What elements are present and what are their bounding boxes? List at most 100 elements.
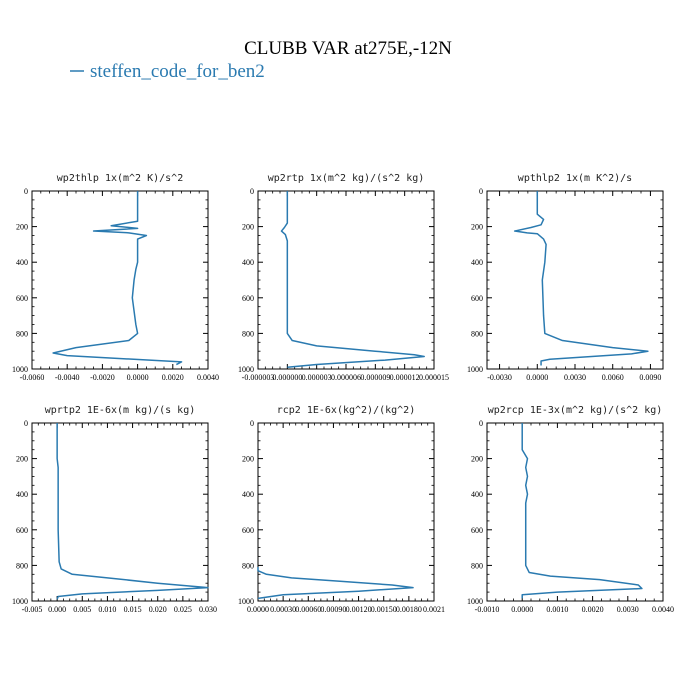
x-tick-label: 0.00150 bbox=[371, 605, 397, 614]
panels-group: wp2thlp 1x(m^2 K)/s^202004006008001000-0… bbox=[12, 173, 674, 614]
panel-title: wp2thlp 1x(m^2 K)/s^2 bbox=[57, 173, 183, 184]
y-tick-label: 800 bbox=[471, 561, 483, 570]
panel-5: rcp2 1E-6x(kg^2)/(kg^2) 0 200 400 600 800 1000… bbox=[238, 405, 445, 614]
x-tick-label: 0.0030 bbox=[617, 605, 639, 614]
x-tick-label: 0.0000 bbox=[247, 605, 269, 614]
x-tick-label: 0.00030 bbox=[270, 605, 296, 614]
x-tick-label: 0.000015 bbox=[419, 373, 449, 382]
x-tick-label: 0.0060 bbox=[602, 373, 624, 382]
y-tick-label: 0 bbox=[479, 419, 483, 428]
y-tick-label: 600 bbox=[242, 526, 254, 535]
y-tick-label: 1000 bbox=[12, 365, 28, 374]
x-tick-label: 0.0090 bbox=[639, 373, 661, 382]
x-tick-label: 0.00180 bbox=[396, 605, 422, 614]
x-tick-label: -0.0060 bbox=[20, 373, 45, 382]
x-tick-label: -0.0010 bbox=[475, 605, 500, 614]
panel-1: wp2thlp 1x(m^2 K)/s^202004006008001000-0… bbox=[12, 173, 219, 382]
series-line bbox=[257, 567, 414, 600]
figure-title: CLUBB VAR at275E,-12N bbox=[244, 38, 452, 59]
y-tick-label: 0 bbox=[250, 419, 254, 428]
x-tick-label: 0.000006 bbox=[331, 373, 361, 382]
y-tick-label: 200 bbox=[242, 455, 254, 464]
panel-4: wprtp2 1E-6x(m kg)/(s kg) 0 200 400 600 800 10… bbox=[12, 405, 217, 614]
y-tick-label: 200 bbox=[471, 455, 483, 464]
x-tick-label: 0.000012 bbox=[390, 373, 420, 382]
x-tick-label: 0.0040 bbox=[652, 605, 674, 614]
y-tick-label: 400 bbox=[242, 490, 254, 499]
x-tick-label: 0.0020 bbox=[582, 605, 604, 614]
y-tick-label: 200 bbox=[471, 223, 483, 232]
x-tick-label: 0.0030 bbox=[564, 373, 586, 382]
x-tick-label: 0.000009 bbox=[360, 373, 390, 382]
legend: steffen_code_for_ben2 bbox=[70, 61, 265, 82]
y-tick-label: 600 bbox=[16, 526, 28, 535]
panel-title: wprtp2 1E-6x(m kg)/(s kg) bbox=[45, 405, 196, 416]
y-tick-label: 1000 bbox=[467, 365, 483, 374]
y-tick-label: 0 bbox=[24, 187, 28, 196]
x-tick-label: 0.020 bbox=[149, 605, 167, 614]
panel-2: wp2rtp 1x(m^2 kg)/(s^2 kg) 0 200 400 600 800 1… bbox=[238, 173, 449, 382]
x-tick-label: 0.0000 bbox=[511, 605, 533, 614]
x-tick-label: -0.0020 bbox=[90, 373, 115, 382]
x-tick-label: 0.015 bbox=[124, 605, 142, 614]
x-tick-label: 0.0040 bbox=[197, 373, 219, 382]
x-tick-label: 0.025 bbox=[174, 605, 192, 614]
y-tick-label: 800 bbox=[242, 329, 254, 338]
x-tick-label: 0.010 bbox=[98, 605, 116, 614]
y-tick-label: 800 bbox=[471, 329, 483, 338]
y-tick-label: 1000 bbox=[238, 365, 254, 374]
panel-6: wp2rcp 1E-3x(m^2 kg)/(s^2 kg) 0 200 400 600 8… bbox=[467, 405, 674, 614]
series-line bbox=[280, 191, 425, 368]
y-tick-label: 0 bbox=[24, 419, 28, 428]
x-tick-label: -0.0040 bbox=[55, 373, 80, 382]
series-line bbox=[513, 191, 649, 366]
x-tick-label: -0.0030 bbox=[487, 373, 512, 382]
y-tick-label: 200 bbox=[16, 455, 28, 464]
panel-title: wp2rtp 1x(m^2 kg)/(s^2 kg) bbox=[268, 173, 425, 184]
x-tick-label: 0.0020 bbox=[162, 373, 184, 382]
x-tick-label: 0.0021 bbox=[423, 605, 445, 614]
x-tick-label: -0.005 bbox=[22, 605, 43, 614]
y-tick-label: 800 bbox=[16, 329, 28, 338]
x-tick-label: -0.000003 bbox=[242, 373, 275, 382]
x-tick-label: 0.000003 bbox=[302, 373, 332, 382]
plot-frame bbox=[486, 422, 664, 602]
y-tick-label: 600 bbox=[242, 294, 254, 303]
x-tick-label: 0.0000 bbox=[127, 373, 149, 382]
y-tick-label: 600 bbox=[471, 526, 483, 535]
y-tick-label: 0 bbox=[250, 187, 254, 196]
y-tick-label: 800 bbox=[242, 561, 254, 570]
y-tick-label: 200 bbox=[16, 223, 28, 232]
series-line bbox=[521, 423, 643, 599]
x-tick-label: 0.00120 bbox=[346, 605, 372, 614]
y-tick-label: 400 bbox=[242, 258, 254, 267]
y-tick-label: 1000 bbox=[12, 597, 28, 606]
y-tick-label: 0 bbox=[479, 187, 483, 196]
y-tick-label: 800 bbox=[16, 561, 28, 570]
x-tick-label: 0.00060 bbox=[295, 605, 321, 614]
x-tick-label: 0.0010 bbox=[546, 605, 568, 614]
x-tick-label: 0.030 bbox=[199, 605, 217, 614]
legend-label: steffen_code_for_ben2 bbox=[90, 61, 265, 82]
y-tick-label: 1000 bbox=[238, 597, 254, 606]
y-tick-label: 400 bbox=[16, 258, 28, 267]
panel-3: wpthlp2 1x(m K^2)/s 0 200 400 600 800 1000 -0.0… bbox=[467, 173, 664, 382]
panel-title: rcp2 1E-6x(kg^2)/(kg^2) bbox=[277, 405, 415, 416]
x-tick-label: 0.000 bbox=[48, 605, 66, 614]
panel-title: wp2rcp 1E-3x(m^2 kg)/(s^2 kg) bbox=[488, 405, 663, 416]
x-tick-label: 0.000000 bbox=[272, 373, 302, 382]
y-tick-label: 400 bbox=[16, 490, 28, 499]
y-tick-label: 600 bbox=[471, 294, 483, 303]
y-tick-label: 200 bbox=[242, 223, 254, 232]
y-tick-label: 1000 bbox=[467, 597, 483, 606]
x-tick-label: 0.005 bbox=[73, 605, 91, 614]
series-line bbox=[52, 191, 183, 366]
series-line bbox=[56, 423, 209, 600]
y-tick-label: 600 bbox=[16, 294, 28, 303]
x-tick-label: 0.0000 bbox=[526, 373, 548, 382]
y-tick-label: 400 bbox=[471, 490, 483, 499]
x-tick-label: 0.00090 bbox=[320, 605, 346, 614]
plot-frame bbox=[257, 190, 435, 370]
y-tick-label: 400 bbox=[471, 258, 483, 267]
